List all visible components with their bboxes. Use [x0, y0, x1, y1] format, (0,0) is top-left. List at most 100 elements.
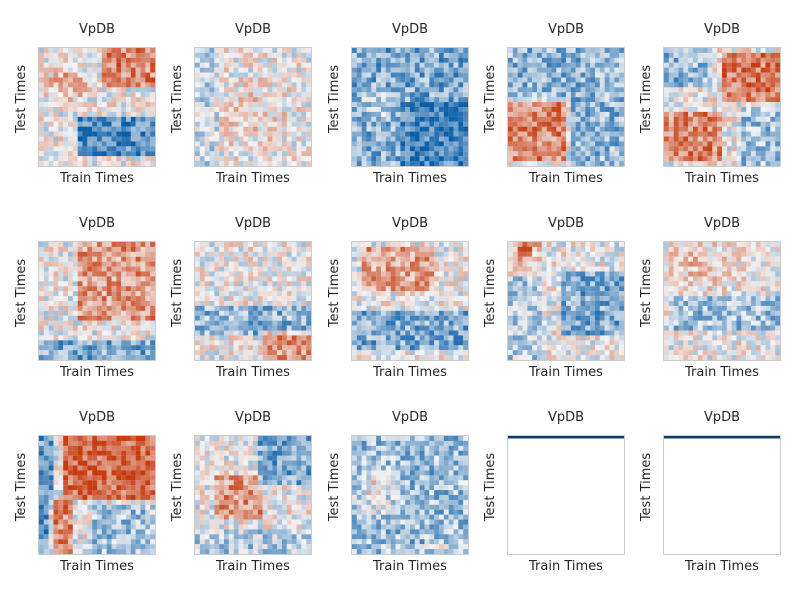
heatmap-cell — [390, 325, 396, 331]
heatmap-cell — [532, 62, 538, 68]
heatmap-cell — [678, 87, 684, 93]
heatmap-cell — [746, 126, 752, 132]
heatmap-cell — [233, 107, 239, 113]
heatmap-cell — [195, 107, 200, 113]
heatmap-cell — [286, 62, 292, 68]
heatmap-cell — [352, 350, 357, 356]
heatmap-cell — [150, 325, 155, 331]
heatmap-cell — [140, 52, 146, 58]
heatmap-panel: VpDB Train Times Test Times — [0, 194, 156, 388]
heatmap-cell — [537, 141, 542, 147]
heatmap-cell — [301, 87, 307, 93]
heatmap-cell — [63, 107, 69, 113]
heatmap-cell — [282, 256, 287, 262]
heatmap-cell — [458, 320, 464, 326]
heatmap-cell — [722, 72, 727, 78]
heatmap-cell — [731, 52, 737, 58]
heatmap-cell — [248, 305, 254, 311]
panel-title: VpDB — [547, 216, 585, 231]
heatmap-cell — [585, 161, 591, 166]
heatmap-cell — [53, 136, 59, 142]
heatmap-cell — [439, 350, 444, 356]
heatmap-cell — [116, 281, 122, 287]
heatmap-cell — [381, 305, 386, 311]
heatmap-cell — [419, 141, 425, 147]
heatmap-cell — [356, 315, 362, 321]
heatmap-cell — [77, 156, 83, 162]
heatmap-cell — [145, 52, 151, 58]
heatmap-cell — [209, 82, 215, 88]
heatmap-cell — [126, 67, 131, 73]
heatmap-cell — [63, 52, 69, 58]
heatmap-cell — [746, 136, 752, 142]
heatmap-cell — [272, 107, 278, 113]
heatmap-cell — [434, 315, 440, 321]
heatmap-cell — [87, 276, 93, 282]
heatmap-cell — [532, 136, 538, 142]
heatmap-cell — [770, 161, 776, 166]
heatmap-cell — [566, 97, 571, 103]
heatmap-cell — [458, 301, 464, 307]
heatmap-cell — [296, 67, 302, 73]
heatmap-cell — [424, 301, 430, 307]
heatmap-cell — [532, 92, 538, 98]
heatmap-cell — [257, 77, 263, 83]
heatmap-cell — [508, 251, 513, 257]
heatmap-cell — [72, 82, 78, 88]
heatmap-cell — [82, 296, 88, 302]
heatmap-cell — [419, 67, 425, 73]
heatmap-cell — [130, 87, 136, 93]
heatmap-cell — [267, 97, 273, 103]
heatmap-cell — [101, 345, 107, 351]
heatmap-cell — [209, 320, 215, 326]
heatmap-cell — [43, 48, 49, 54]
heatmap-cell — [116, 121, 122, 127]
heatmap-cell — [82, 301, 88, 307]
heatmap-cell — [97, 57, 102, 63]
heatmap-cell — [243, 57, 249, 63]
heatmap-cell — [257, 310, 263, 316]
heatmap-cell — [527, 97, 533, 103]
heatmap-cell — [448, 286, 454, 292]
heatmap-cell — [296, 345, 302, 351]
heatmap-cell — [97, 305, 102, 311]
heatmap-cell — [400, 131, 406, 137]
heatmap-cell — [410, 246, 415, 252]
heatmap-cell — [116, 340, 122, 346]
heatmap-cell — [306, 291, 311, 297]
heatmap-cell — [580, 161, 586, 166]
heatmap-cell — [419, 256, 425, 262]
heatmap-cell — [434, 141, 440, 147]
heatmap-cell — [286, 325, 292, 331]
heatmap-cell — [410, 48, 415, 54]
heatmap-cell — [277, 141, 283, 147]
heatmap-cell — [39, 126, 44, 132]
heatmap-cell — [570, 131, 576, 137]
heatmap-cell — [248, 141, 254, 147]
heatmap-cell — [405, 256, 411, 262]
heatmap-cell — [736, 92, 742, 98]
heatmap-cell — [619, 276, 624, 282]
heatmap-cell — [145, 136, 151, 142]
heatmap-cell — [664, 146, 669, 152]
heatmap-cell — [419, 315, 425, 321]
heatmap-cell — [751, 131, 756, 137]
heatmap-cell — [126, 330, 131, 336]
heatmap-cell — [130, 266, 136, 272]
heatmap-cell — [736, 48, 742, 54]
heatmap-cell — [541, 102, 547, 108]
heatmap-cell — [282, 266, 287, 272]
heatmap-cell — [664, 82, 669, 88]
heatmap-cell — [121, 281, 127, 287]
heatmap-cell — [458, 246, 464, 252]
heatmap-cell — [599, 111, 605, 117]
heatmap-cell — [410, 67, 415, 73]
heatmap-cell — [668, 92, 674, 98]
heatmap-cell — [306, 276, 311, 282]
heatmap-cell — [243, 97, 249, 103]
heatmap-cell — [604, 102, 610, 108]
heatmap-cell — [58, 305, 64, 311]
heatmap-cell — [48, 242, 54, 248]
heatmap-cell — [111, 156, 117, 162]
heatmap-cell — [145, 126, 151, 132]
